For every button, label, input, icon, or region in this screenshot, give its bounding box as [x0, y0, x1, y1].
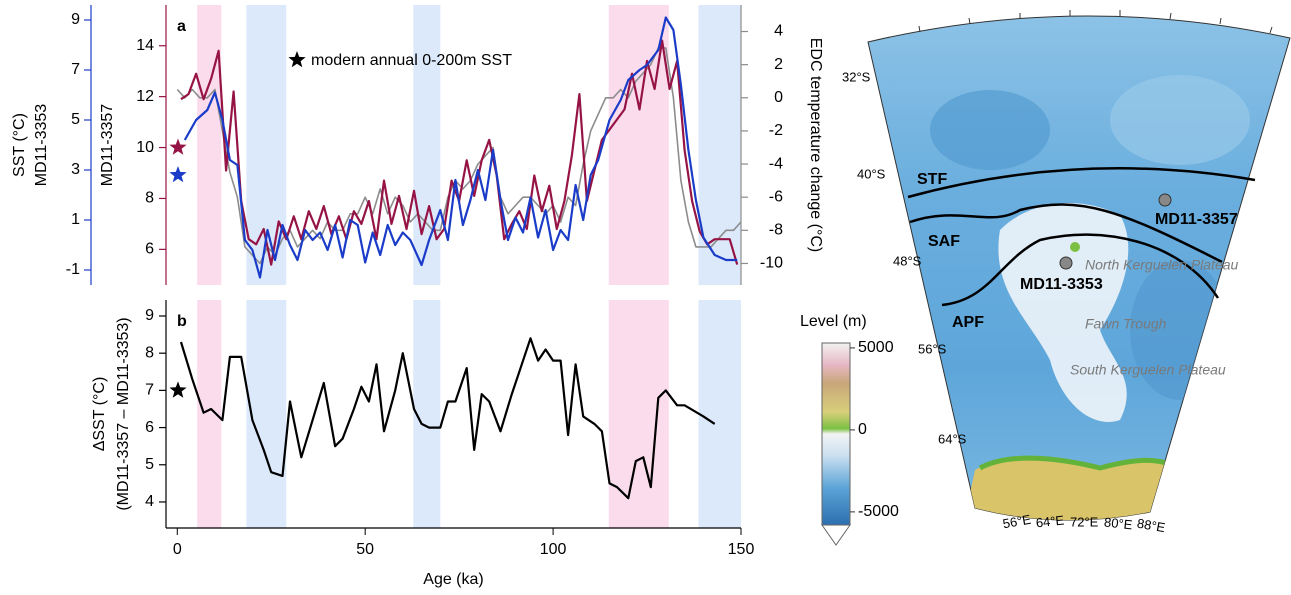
shaded-band	[608, 300, 669, 528]
colorbar-extend	[821, 524, 851, 546]
front-label: STF	[917, 171, 947, 188]
feature-label: South Kerguelen Plateau	[1070, 362, 1226, 378]
lat-label: 56°S	[918, 341, 947, 356]
y-tick-label: 7	[145, 382, 154, 399]
y-tick-label: 10	[136, 139, 154, 156]
shaded-band	[197, 5, 222, 285]
x-tick-label: 150	[728, 541, 755, 558]
y-axis-subtitle: (MD11-3357 – MD11-3353)	[115, 317, 132, 510]
data-line	[176, 47, 742, 265]
lon-label: 72°E	[1070, 514, 1099, 529]
y-tick-label: 5	[71, 111, 80, 128]
lat-label: 64°S	[938, 431, 967, 446]
map: STF SAF APF MD11-3357 MD11-3353 North Ke…	[800, 10, 1291, 546]
feature-label: Fawn Trough	[1085, 316, 1167, 332]
y-tick-label: 1	[71, 211, 80, 228]
panel: -1 1 3 5 7 9 SST (°C) MD11-3353 6 8 10 12 14 MD11-335…	[11, 5, 824, 285]
front-line	[907, 167, 1256, 199]
y-tick-label: -8	[769, 222, 783, 239]
shaded-band	[608, 5, 669, 285]
y-tick-label: 4	[774, 23, 783, 40]
lon-label: 88°E	[1136, 516, 1167, 536]
y-tick-label: 6	[145, 241, 154, 258]
shaded-band	[246, 300, 287, 528]
data-line	[180, 39, 739, 266]
data-line	[179, 337, 716, 500]
x-axis-title: Age (ka)	[423, 571, 483, 588]
front-label: SAF	[928, 233, 960, 250]
map-ticks	[918, 10, 1273, 34]
front-line	[941, 233, 1220, 307]
modern-star	[169, 381, 187, 398]
shaded-band	[698, 300, 741, 528]
data-line	[183, 16, 738, 279]
front-label: APF	[952, 314, 984, 331]
y-axis-title: MD11-3357	[99, 104, 116, 187]
lon-label: 80°E	[1103, 514, 1133, 532]
lat-label: 40°S	[857, 166, 886, 181]
x-tick-label: 50	[356, 541, 374, 558]
colorbar-tick-label: -5000	[858, 503, 899, 520]
y-tick-label: -4	[769, 155, 783, 172]
lon-label: 64°E	[1035, 512, 1065, 530]
core-label: MD11-3357	[1155, 211, 1238, 228]
annotation: modern annual 0-200m SST	[311, 52, 512, 69]
colorbar-tick-label: 0	[858, 421, 867, 438]
modern-star	[169, 138, 187, 155]
y-axis-title: SST (°C)	[11, 113, 28, 177]
y-tick-label: 0	[774, 89, 783, 106]
y-tick-label: 8	[145, 190, 154, 207]
y-tick-label: 4	[145, 493, 154, 510]
modern-star	[169, 166, 187, 183]
annotation-star	[288, 51, 306, 68]
front-line	[909, 203, 1223, 264]
y-tick-label: 2	[774, 56, 783, 73]
y-tick-label: 7	[71, 61, 80, 78]
y-tick-label: 5	[145, 456, 154, 473]
x-tick-label: 100	[540, 541, 567, 558]
y-tick-label: 6	[145, 419, 154, 436]
core-site	[1158, 193, 1172, 207]
feature-label: North Kerguelen Plateau	[1085, 257, 1239, 273]
y-tick-label: 8	[145, 344, 154, 361]
y-axis-subtitle: MD11-3353	[33, 104, 50, 187]
core-site	[1059, 256, 1073, 270]
y-tick-label: 9	[145, 307, 154, 324]
y-tick-label: 3	[71, 161, 80, 178]
core-label: MD11-3353	[1020, 276, 1103, 293]
shaded-band	[413, 5, 441, 285]
colorbar-title: Level (m)	[800, 313, 867, 330]
colorbar-tick-label: 5000	[858, 339, 894, 356]
y-axis-title: EDC temperature change (°C)	[807, 38, 824, 252]
panel: 4 5 6 7 8 9 ΔSST (°C) (MD11-3357 – MD11-3353) b 0…	[91, 300, 754, 588]
lon-label: 56°E	[1002, 512, 1033, 532]
x-tick-label: 0	[173, 541, 182, 558]
shaded-band	[413, 300, 441, 528]
y-tick-label: -1	[66, 261, 80, 278]
y-axis-title: ΔSST (°C)	[91, 377, 108, 452]
lat-label: 32°S	[842, 69, 871, 84]
y-tick-label: -2	[769, 122, 783, 139]
panel-label: b	[177, 313, 187, 330]
colorbar	[821, 342, 851, 526]
y-tick-label: -10	[760, 255, 783, 272]
y-tick-label: 12	[136, 88, 154, 105]
panel-label: a	[177, 18, 186, 35]
lat-label: 48°S	[893, 253, 922, 268]
y-tick-label: 14	[136, 37, 154, 54]
y-tick-label: -6	[769, 188, 783, 205]
shaded-band	[698, 5, 741, 285]
y-tick-label: 9	[71, 11, 80, 28]
